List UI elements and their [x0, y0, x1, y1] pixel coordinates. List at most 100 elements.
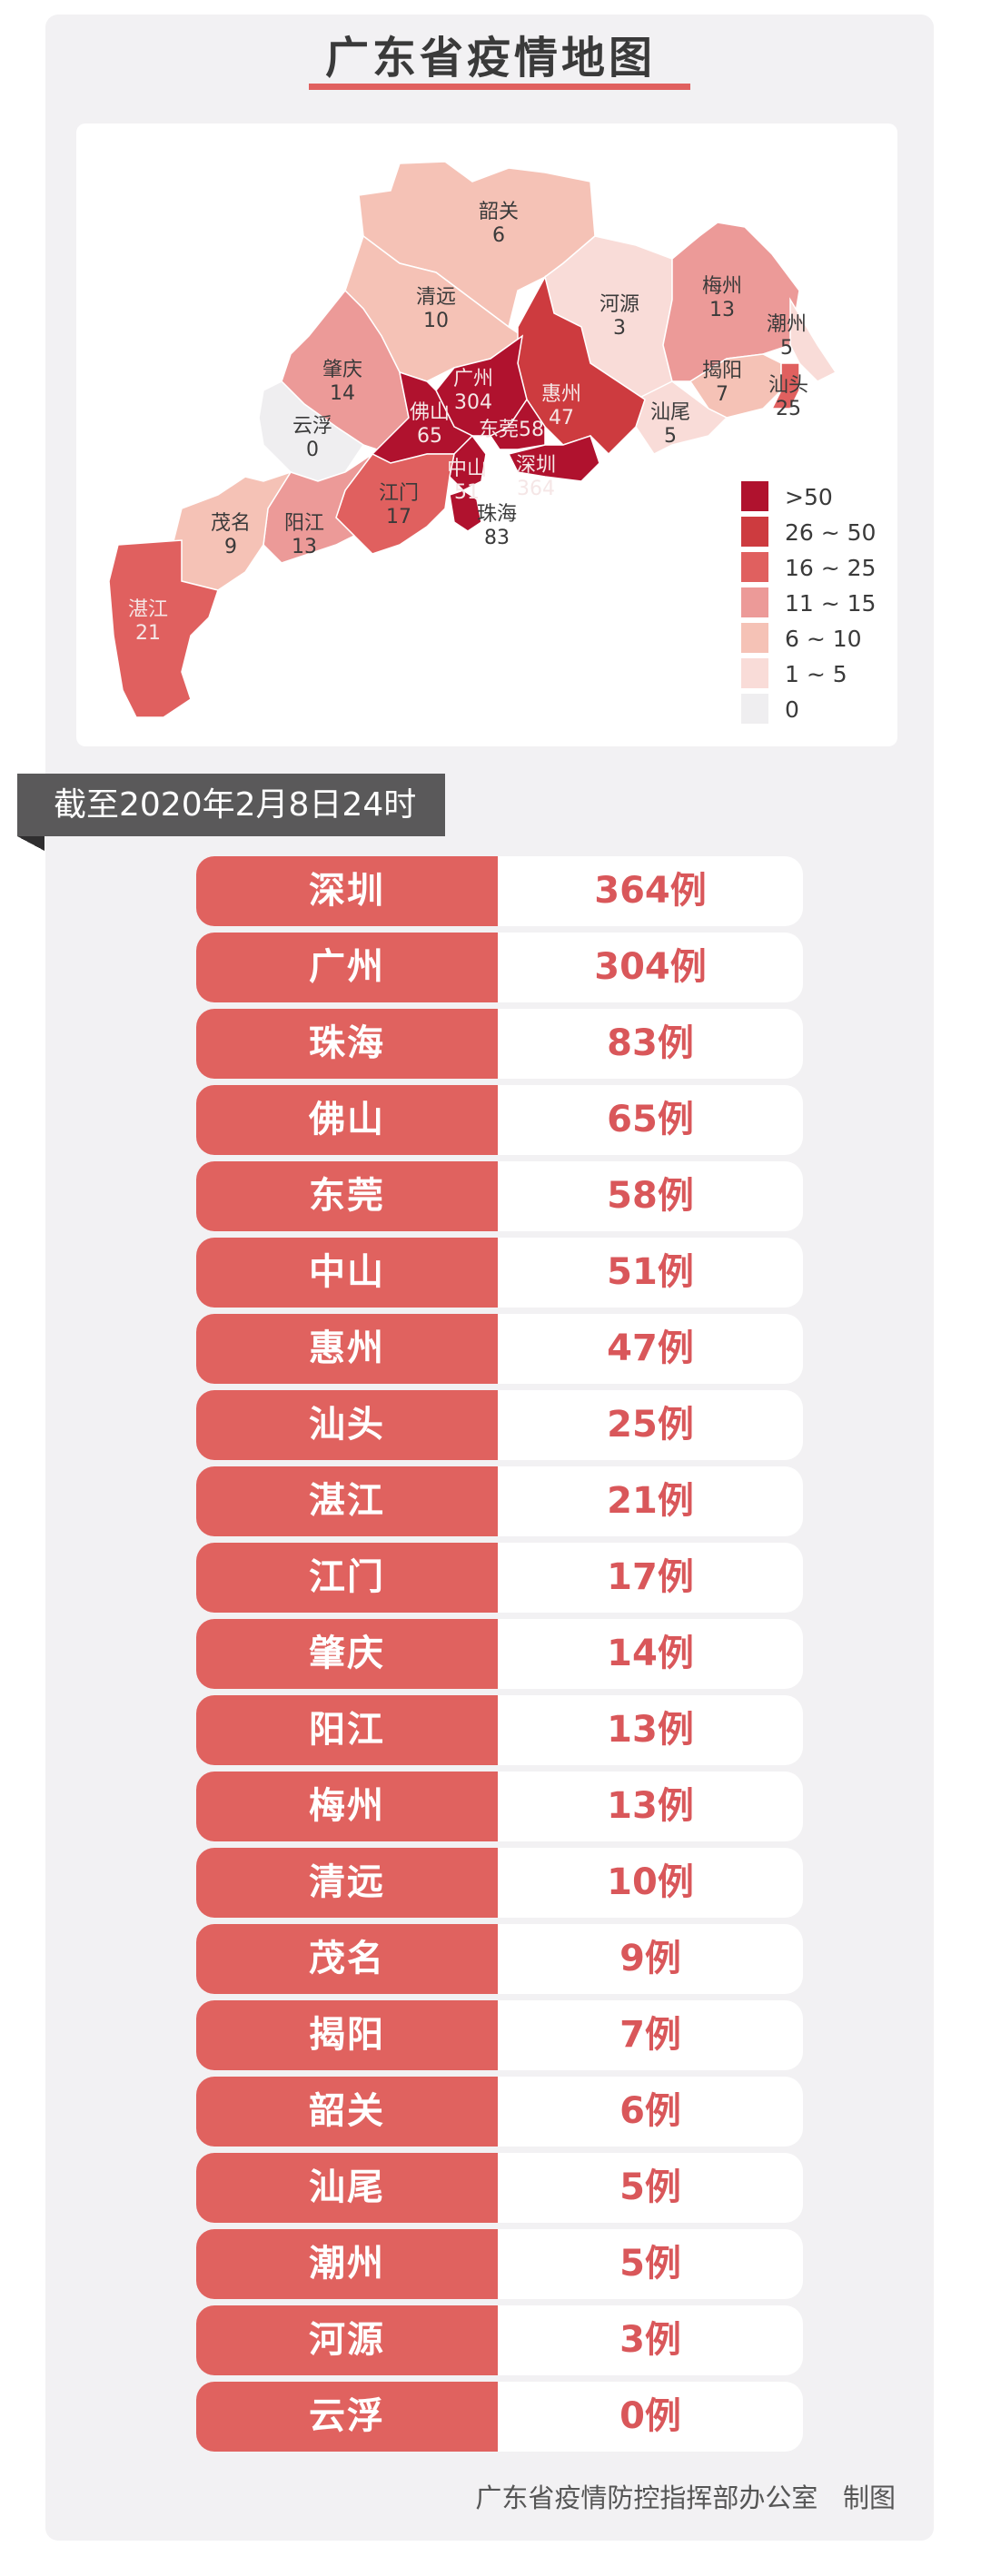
region-value: 5 — [664, 425, 677, 448]
table-row: 珠海 83例 — [196, 1009, 803, 1079]
region-name: 佛山 — [410, 401, 450, 424]
region-name: 阳江 — [284, 512, 324, 535]
legend-swatch — [741, 587, 768, 617]
table-row: 惠州 47例 — [196, 1314, 803, 1384]
case-count: 83例 — [607, 1022, 694, 1064]
city-name: 广州 — [196, 933, 498, 1002]
map-region-label: 东莞58 — [479, 419, 544, 441]
case-count: 47例 — [607, 1327, 694, 1369]
region-value: 21 — [135, 622, 161, 645]
map-region — [789, 297, 837, 382]
legend-label: >50 — [785, 484, 833, 510]
region-value: 17 — [386, 506, 411, 528]
table-row: 深圳 364例 — [196, 856, 803, 926]
city-name: 汕头 — [196, 1390, 498, 1460]
city-name: 潮州 — [196, 2229, 498, 2299]
legend-label: 11 ~ 15 — [785, 590, 876, 617]
city-name: 深圳 — [196, 856, 498, 926]
case-count: 6例 — [619, 2090, 681, 2132]
region-value: 7 — [716, 383, 728, 406]
map-region — [108, 539, 219, 718]
legend-label: 1 ~ 5 — [785, 661, 847, 687]
legend-swatch — [741, 658, 768, 688]
city-name: 河源 — [196, 2305, 498, 2375]
region-value: 65 — [417, 425, 442, 448]
map-region — [449, 489, 482, 532]
city-name: 江门 — [196, 1543, 498, 1613]
case-count: 304例 — [594, 946, 707, 988]
region-name: 湛江 — [128, 598, 168, 621]
table-row: 肇庆 14例 — [196, 1619, 803, 1689]
city-name: 惠州 — [196, 1314, 498, 1384]
case-count: 51例 — [607, 1251, 694, 1293]
region-value: 58 — [519, 419, 544, 441]
region-name: 中山 — [447, 458, 487, 480]
region-value: 9 — [224, 536, 237, 558]
region-name: 汕尾 — [650, 401, 690, 424]
table-row: 江门 17例 — [196, 1543, 803, 1613]
city-name: 肇庆 — [196, 1619, 498, 1689]
case-count: 7例 — [619, 2014, 681, 2056]
region-name: 清远 — [416, 286, 456, 309]
region-name: 惠州 — [541, 383, 581, 406]
title-underline — [309, 84, 690, 90]
city-name: 茂名 — [196, 1924, 498, 1994]
region-value: 13 — [709, 299, 735, 321]
legend-swatch — [741, 517, 768, 547]
case-count: 5例 — [619, 2243, 681, 2285]
region-name: 梅州 — [702, 275, 742, 298]
table-row: 汕头 25例 — [196, 1390, 803, 1460]
region-name: 深圳 — [516, 454, 556, 477]
table-row: 阳江 13例 — [196, 1695, 803, 1765]
case-count: 65例 — [607, 1099, 694, 1140]
region-name: 珠海 — [477, 503, 517, 526]
case-count: 9例 — [619, 1938, 681, 1979]
table-row: 潮州 5例 — [196, 2229, 803, 2299]
table-row: 汕尾 5例 — [196, 2153, 803, 2223]
map-region — [770, 362, 800, 410]
city-name: 揭阳 — [196, 2000, 498, 2070]
region-value: 47 — [549, 407, 574, 429]
map-region — [489, 398, 546, 450]
region-name: 江门 — [379, 482, 419, 505]
legend-swatch — [741, 694, 768, 724]
region-value: 13 — [292, 536, 317, 558]
city-name: 湛江 — [196, 1466, 498, 1536]
table-row: 广州 304例 — [196, 933, 803, 1002]
region-name: 河源 — [600, 293, 639, 316]
city-name: 汕尾 — [196, 2153, 498, 2223]
table-row: 梅州 13例 — [196, 1772, 803, 1841]
city-name: 清远 — [196, 1848, 498, 1918]
footer-credit: 广东省疫情防控指挥部办公室 制图 — [475, 2477, 896, 2515]
region-value: 6 — [492, 224, 505, 247]
city-name: 梅州 — [196, 1772, 498, 1841]
legend-label: 0 — [785, 696, 799, 723]
map-region — [662, 222, 800, 382]
page-title: 广东省疫情地图 — [324, 33, 656, 84]
case-count: 58例 — [607, 1175, 694, 1217]
city-name: 阳江 — [196, 1695, 498, 1765]
region-name: 茂名 — [211, 512, 251, 535]
city-name: 云浮 — [196, 2382, 498, 2452]
case-count: 0例 — [619, 2395, 681, 2437]
region-value: 304 — [454, 391, 492, 414]
case-count: 364例 — [594, 870, 707, 912]
table-row: 佛山 65例 — [196, 1085, 803, 1155]
region-value: 5 — [780, 337, 793, 360]
case-count: 14例 — [607, 1633, 694, 1674]
region-value: 83 — [484, 527, 510, 549]
case-count: 10例 — [607, 1861, 694, 1903]
region-value: 51 — [454, 481, 480, 504]
table-row: 茂名 9例 — [196, 1924, 803, 1994]
city-name: 佛山 — [196, 1085, 498, 1155]
region-value: 364 — [517, 478, 555, 500]
case-count: 13例 — [607, 1709, 694, 1751]
table-row: 云浮 0例 — [196, 2382, 803, 2452]
table-row: 中山 51例 — [196, 1238, 803, 1308]
region-value: 14 — [330, 382, 355, 405]
region-name: 广州 — [453, 368, 493, 390]
city-name: 中山 — [196, 1238, 498, 1308]
case-count: 25例 — [607, 1404, 694, 1446]
map-region — [507, 435, 600, 482]
